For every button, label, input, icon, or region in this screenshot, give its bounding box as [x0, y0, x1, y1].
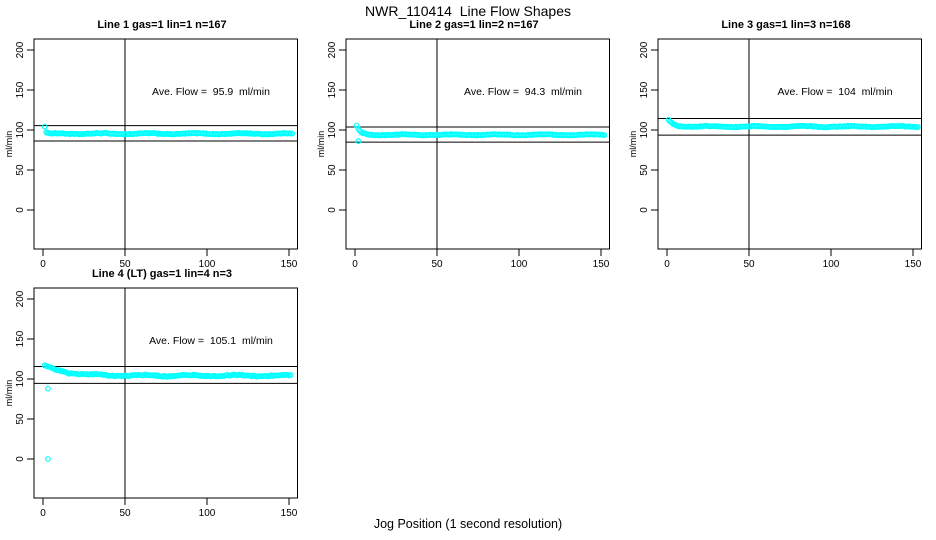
x-tick-label: 50: [119, 259, 131, 270]
y-tick-label: 0: [639, 207, 650, 213]
x-tick-label: 150: [281, 259, 298, 270]
y-tick-label: 200: [639, 41, 650, 58]
x-axis-label: Jog Position (1 second resolution): [373, 517, 563, 531]
reference-lines: [34, 288, 298, 498]
x-tick-label: 50: [119, 508, 131, 519]
x-tick-label: 100: [511, 259, 528, 270]
ave-flow-annotation: Ave. Flow = 95.9 ml/min: [152, 86, 270, 98]
ave-flow-annotation: Ave. Flow = 105.1 ml/min: [149, 335, 273, 347]
ave-flow-annotation: Ave. Flow = 104 ml/min: [777, 86, 892, 98]
x-tick-label: 100: [199, 508, 216, 519]
subplot-line-3-plot: 0 50 100 150 0 50 100 150 200 ml/min Ave. Flow = 1…: [628, 38, 922, 270]
data-points: [665, 116, 921, 131]
y-tick-label: 0: [327, 207, 338, 213]
x-tick-label: 0: [40, 259, 46, 270]
outlier-point: [45, 456, 51, 462]
tick-labels: 0 50 100 150 0 50 100 150 200 ml/min: [4, 290, 298, 519]
y-tick-label: 50: [15, 164, 26, 176]
y-tick-label: 50: [639, 164, 650, 176]
tick-labels: 0 50 100 150 0 50 100 150 200 ml/min: [628, 41, 922, 270]
main-title: NWR_110414 Line Flow Shapes: [365, 3, 571, 19]
x-tick-label: 150: [593, 259, 610, 270]
subplot-line-1-plot: 0 50 100 150 0 50 100 150 200 ml/min Ave. Flow = 9…: [4, 38, 298, 270]
y-tick-label: 0: [15, 456, 26, 462]
x-tick-label: 0: [352, 259, 358, 270]
subplot-line-3-title: Line 3 gas=1 lin=3 n=168: [721, 19, 851, 31]
reference-lines: [34, 39, 298, 249]
subplot-line-2-title: Line 2 gas=1 lin=2 n=167: [409, 19, 539, 31]
y-tick-label: 50: [15, 413, 26, 425]
y-tick-label: 0: [15, 207, 26, 213]
y-axis-label: ml/min: [316, 131, 326, 158]
y-tick-label: 50: [327, 164, 338, 176]
y-tick-label: 100: [15, 121, 26, 138]
outlier-point: [355, 138, 362, 145]
x-tick-label: 150: [281, 508, 298, 519]
subplot-line-4-title: Line 4 (LT) gas=1 lin=4 n=3: [91, 268, 233, 280]
data-points: [41, 362, 294, 462]
y-axis-label: ml/min: [628, 131, 638, 158]
y-tick-label: 150: [15, 330, 26, 347]
ave-flow-annotation: Ave. Flow = 94.3 ml/min: [464, 86, 582, 98]
y-tick-label: 150: [327, 81, 338, 98]
y-tick-label: 150: [639, 81, 650, 98]
x-tick-label: 50: [431, 259, 443, 270]
tick-labels: 0 50 100 150 0 50 100 150 200 ml/min: [316, 41, 610, 270]
axes: [651, 38, 922, 256]
subplot-line-1-title: Line 1 gas=1 lin=1 n=167: [97, 19, 227, 31]
reference-lines: [658, 39, 922, 249]
axes: [27, 287, 298, 505]
reference-lines: [346, 39, 610, 249]
x-tick-label: 50: [743, 259, 755, 270]
axes: [339, 38, 610, 256]
data-points: [353, 122, 608, 145]
subplot-line-2-plot: 0 50 100 150 0 50 100 150 200 ml/min Ave. Flow = 9…: [316, 38, 610, 270]
subplot-line-2: Line 2 gas=1 lin=2 n=167 0 50 100 150 0 50 100…: [313, 17, 625, 273]
subplot-line-4: Line 4 (LT) gas=1 lin=4 n=3 0 50 100 150 0 50…: [1, 266, 313, 522]
y-tick-label: 100: [15, 370, 26, 387]
y-tick-label: 200: [15, 41, 26, 58]
x-tick-label: 100: [823, 259, 840, 270]
x-tick-label: 0: [664, 259, 670, 270]
y-axis-label: ml/min: [4, 380, 14, 407]
subplot-line-3: Line 3 gas=1 lin=3 n=168 0 50 100 150 0 50 100…: [625, 17, 936, 273]
y-tick-label: 200: [327, 41, 338, 58]
tick-labels: 0 50 100 150 0 50 100 150 200 ml/min: [4, 41, 298, 270]
y-tick-label: 100: [639, 121, 650, 138]
y-tick-label: 150: [15, 81, 26, 98]
x-tick-label: 150: [905, 259, 922, 270]
y-axis-label: ml/min: [4, 131, 14, 158]
outlier-point: [45, 385, 51, 392]
axes: [27, 38, 298, 256]
y-tick-label: 200: [15, 290, 26, 307]
subplot-line-1: Line 1 gas=1 lin=1 n=167 0 50 100 150 0 50 100…: [1, 17, 313, 273]
data-points: [41, 123, 296, 138]
y-tick-label: 100: [327, 121, 338, 138]
x-tick-label: 0: [40, 508, 46, 519]
subplot-line-4-plot: 0 50 100 150 0 50 100 150 200 ml/min Ave. Flow = 1…: [4, 287, 298, 519]
x-tick-label: 100: [199, 259, 216, 270]
